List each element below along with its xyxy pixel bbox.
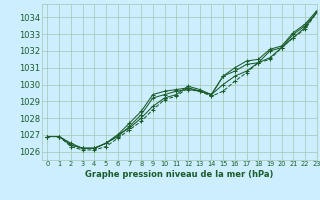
X-axis label: Graphe pression niveau de la mer (hPa): Graphe pression niveau de la mer (hPa) <box>85 170 273 179</box>
